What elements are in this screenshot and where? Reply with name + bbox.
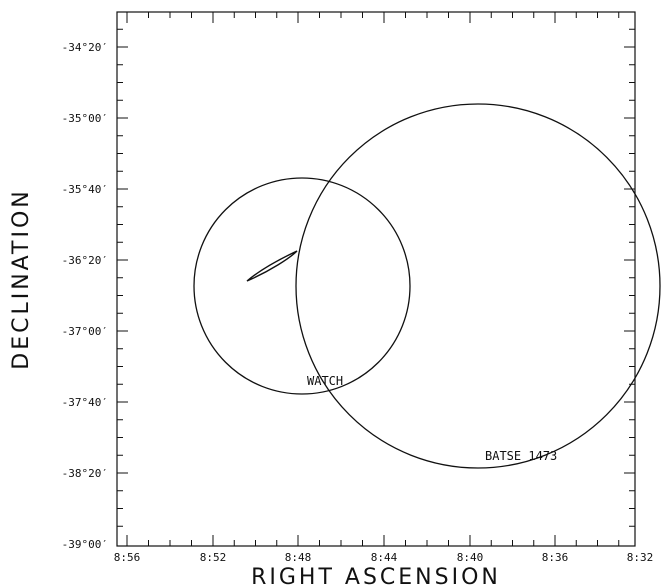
x-tick-label: 8:52 [200, 551, 227, 564]
x-tick-label: 8:32 [627, 551, 654, 564]
watch-error-circle [193, 177, 411, 395]
y-tick-labels: -34°20′ -35°00′ -35°40′ -36°20′ -37°00′ … [62, 41, 108, 551]
y-tick-label: -35°40′ [62, 183, 108, 196]
y-axis-title: DECLINATION [9, 188, 34, 369]
elongated-error-box [246, 250, 298, 282]
batse-error-circle [295, 103, 661, 469]
x-axis-title: RIGHT ASCENSION [251, 565, 501, 588]
batse-label: BATSE 1473 [485, 449, 557, 463]
y-tick-label: -38°20′ [62, 467, 108, 480]
y-tick-label: -34°20′ [62, 41, 108, 54]
y-tick-label: -39°00′ [62, 538, 108, 551]
y-tick-label: -35°00′ [62, 112, 108, 125]
watch-label: WATCH [307, 374, 343, 388]
tick-marks [117, 12, 635, 546]
x-tick-label: 8:56 [114, 551, 141, 564]
x-tick-label: 8:36 [542, 551, 569, 564]
x-tick-label: 8:48 [285, 551, 312, 564]
y-tick-label: -37°40′ [62, 396, 108, 409]
y-tick-label: -36°20′ [62, 254, 108, 267]
plot-frame [116, 11, 636, 547]
y-tick-label: -37°00′ [62, 325, 108, 338]
x-tick-label: 8:44 [371, 551, 398, 564]
x-tick-label: 8:40 [457, 551, 484, 564]
x-tick-labels: 8:56 8:52 8:48 8:44 8:40 8:36 8:32 [114, 551, 654, 564]
